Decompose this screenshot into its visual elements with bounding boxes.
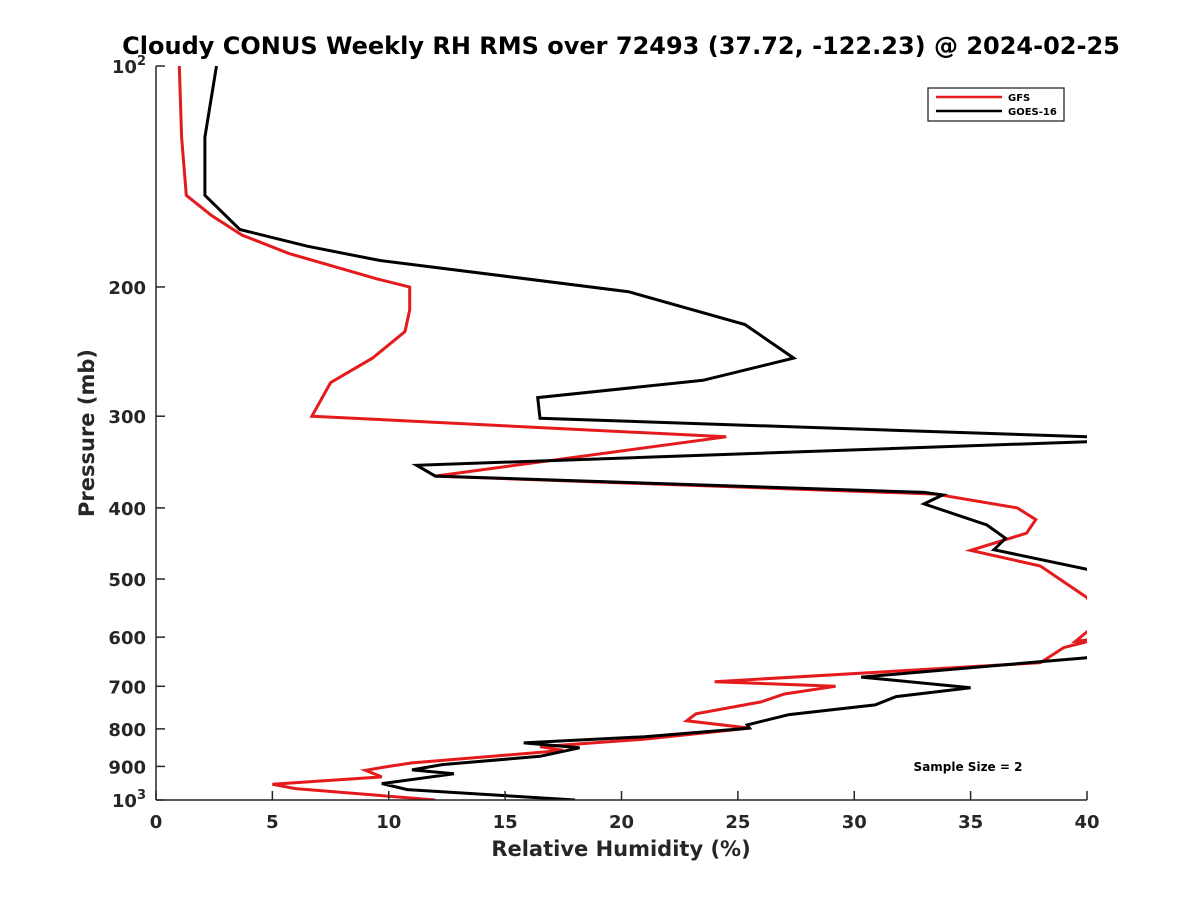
x-tick-label: 10	[376, 812, 401, 833]
x-tick-label: 35	[958, 812, 983, 833]
series-line-goes16	[203, 66, 1087, 800]
plot-area	[177, 66, 1087, 800]
y-tick-label: 102	[112, 54, 146, 78]
y-tick-label: 103	[112, 788, 146, 812]
x-tick-label: 40	[1074, 812, 1099, 833]
legend-box	[927, 87, 1065, 122]
y-tick-label: 900	[108, 757, 146, 778]
y-tick-label: 700	[108, 677, 146, 698]
legend-label-goes16: GOES-16	[1008, 107, 1057, 118]
y-tick-label: 300	[108, 407, 146, 428]
legend-label-gfs: GFS	[1008, 93, 1030, 104]
x-tick-label: 5	[266, 812, 279, 833]
x-tick-label: 0	[150, 812, 163, 833]
y-tick-label: 500	[108, 570, 146, 591]
x-tick-label: 25	[725, 812, 750, 833]
y-axis-label: Pressure (mb)	[75, 349, 99, 517]
y-tick-label: 600	[108, 628, 146, 649]
y-tick-label: 400	[108, 499, 146, 520]
x-tick-label: 20	[609, 812, 634, 833]
x-tick-label: 30	[842, 812, 867, 833]
y-ticks: 102 200 300 400 500 600 700 800 900 103	[108, 54, 165, 812]
x-ticks: 0 5 10 15 20 25 30 35 40	[150, 791, 1100, 833]
series-line-gfs	[177, 66, 1087, 800]
chart-title: Cloudy CONUS Weekly RH RMS over 72493 (3…	[122, 32, 1120, 60]
legend: GFS GOES-16	[927, 87, 1065, 122]
y-tick-label: 200	[108, 278, 146, 299]
x-tick-label: 15	[493, 812, 518, 833]
y-tick-label: 800	[108, 720, 146, 741]
x-axis-label: Relative Humidity (%)	[491, 837, 750, 861]
sample-size-annotation: Sample Size = 2	[914, 760, 1023, 774]
